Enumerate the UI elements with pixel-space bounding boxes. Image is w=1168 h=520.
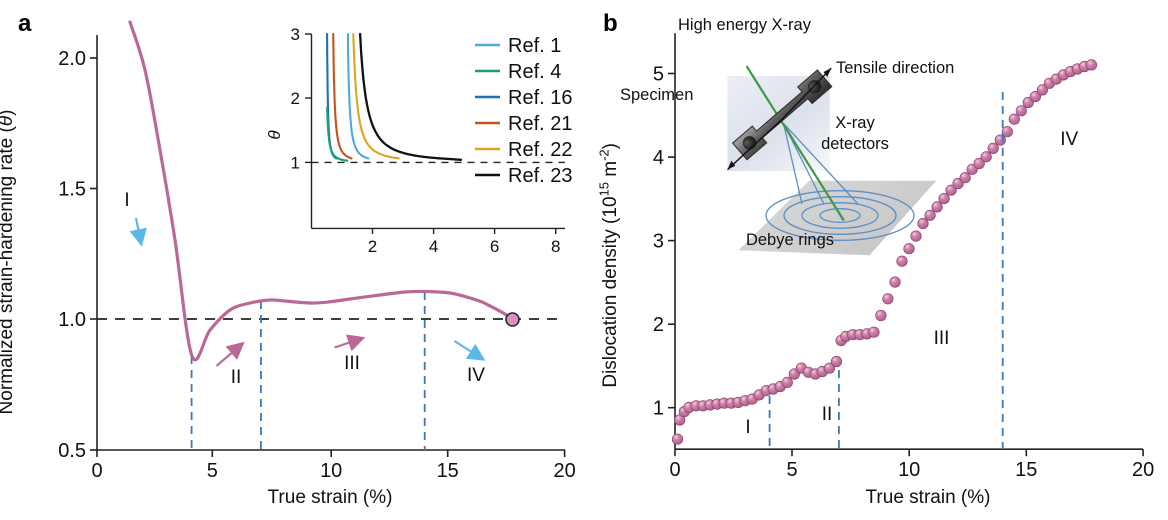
svg-text:θ: θ bbox=[265, 130, 284, 140]
svg-text:5: 5 bbox=[207, 460, 218, 482]
svg-text:II: II bbox=[231, 367, 242, 388]
svg-text:6: 6 bbox=[490, 237, 499, 256]
svg-text:20: 20 bbox=[1132, 459, 1154, 481]
svg-text:3: 3 bbox=[653, 231, 664, 253]
svg-text:4: 4 bbox=[429, 237, 438, 256]
svg-text:15: 15 bbox=[437, 460, 459, 482]
svg-text:Tensile direction: Tensile direction bbox=[836, 59, 954, 77]
svg-text:2: 2 bbox=[291, 89, 300, 108]
svg-text:15: 15 bbox=[1015, 459, 1037, 481]
svg-text:III: III bbox=[934, 328, 950, 349]
svg-text:IV: IV bbox=[1060, 129, 1078, 150]
svg-text:8: 8 bbox=[551, 237, 560, 256]
svg-text:2: 2 bbox=[653, 314, 664, 336]
svg-text:0: 0 bbox=[91, 460, 102, 482]
svg-text:2.0: 2.0 bbox=[58, 48, 86, 70]
svg-text:5: 5 bbox=[653, 64, 664, 86]
svg-text:5: 5 bbox=[786, 459, 797, 481]
svg-text:II: II bbox=[822, 404, 833, 425]
svg-text:1.0: 1.0 bbox=[58, 309, 86, 331]
svg-text:10: 10 bbox=[898, 459, 920, 481]
svg-text:0: 0 bbox=[669, 459, 680, 481]
svg-text:3: 3 bbox=[291, 25, 300, 44]
svg-text:Specimen: Specimen bbox=[620, 86, 693, 104]
svg-text:High energy X-ray: High energy X-ray bbox=[678, 16, 812, 34]
svg-text:1: 1 bbox=[653, 398, 664, 420]
svg-text:0.5: 0.5 bbox=[58, 440, 86, 462]
svg-text:Debye rings: Debye rings bbox=[746, 231, 834, 249]
svg-text:IV: IV bbox=[467, 365, 485, 386]
svg-text:Ref. 4: Ref. 4 bbox=[508, 61, 561, 83]
svg-text:Ref. 22: Ref. 22 bbox=[508, 139, 572, 161]
svg-text:10: 10 bbox=[320, 460, 342, 482]
svg-text:1: 1 bbox=[291, 153, 300, 172]
svg-text:2: 2 bbox=[368, 237, 377, 256]
svg-text:Ref. 16: Ref. 16 bbox=[508, 87, 572, 109]
svg-text:X-ray: X-ray bbox=[835, 114, 875, 132]
svg-text:4: 4 bbox=[653, 147, 664, 169]
svg-text:III: III bbox=[344, 353, 360, 374]
svg-text:I: I bbox=[745, 417, 750, 438]
svg-text:20: 20 bbox=[553, 460, 575, 482]
svg-text:Ref. 23: Ref. 23 bbox=[508, 165, 572, 187]
svg-text:1.5: 1.5 bbox=[58, 179, 86, 201]
svg-text:I: I bbox=[124, 190, 129, 211]
svg-text:Ref. 21: Ref. 21 bbox=[508, 113, 572, 135]
svg-text:Ref. 1: Ref. 1 bbox=[508, 35, 561, 57]
svg-text:detectors: detectors bbox=[821, 135, 889, 153]
